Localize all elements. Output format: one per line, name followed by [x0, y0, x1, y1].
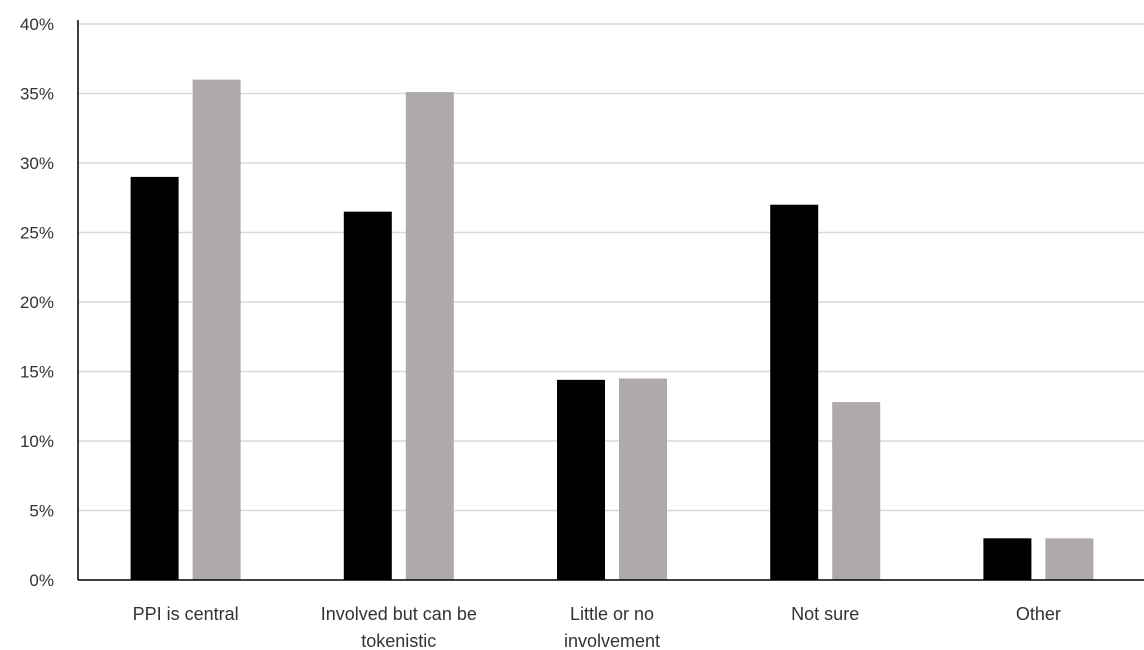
bar-series-1-category-1	[130, 176, 179, 580]
y-tick-label: 5%	[29, 502, 54, 521]
x-category-label: Not sure	[791, 604, 859, 624]
y-tick-label: 20%	[20, 293, 54, 312]
y-tick-label: 30%	[20, 154, 54, 173]
y-tick-label: 0%	[29, 571, 54, 590]
y-axis-tick-labels: 0% 5% 10% 15% 20% 25% 30% 35% 40%	[20, 15, 54, 590]
y-tick-label: 35%	[20, 85, 54, 104]
x-category-label: Involved but can be tokenistic	[321, 604, 477, 650]
x-category-label: PPI is central	[133, 604, 239, 624]
axes	[77, 20, 1144, 581]
y-tick-label: 10%	[20, 432, 54, 451]
gridlines	[78, 23, 1144, 512]
x-axis-category-labels: PPI is central Involved but can be tokenis…	[133, 604, 1061, 650]
bar-series-1-category-3	[557, 379, 605, 580]
bar-series-2-category-4	[832, 402, 881, 580]
bar-series-2-category-1	[192, 79, 241, 580]
bar-series-2-category-2	[405, 92, 454, 581]
y-tick-label: 25%	[20, 224, 54, 243]
y-tick-label: 40%	[20, 15, 54, 34]
bar-series-1-category-2	[343, 211, 392, 580]
y-tick-label: 15%	[20, 363, 54, 382]
bar-series-2-category-3	[619, 378, 667, 580]
bar-series-1-category-4	[770, 204, 819, 580]
bar-series-2-category-5	[1045, 538, 1094, 580]
bars	[130, 79, 1094, 581]
bar-series-1-category-5	[983, 538, 1032, 580]
x-category-label: Little or no involvement	[564, 604, 660, 650]
x-category-label: Other	[1016, 604, 1061, 624]
